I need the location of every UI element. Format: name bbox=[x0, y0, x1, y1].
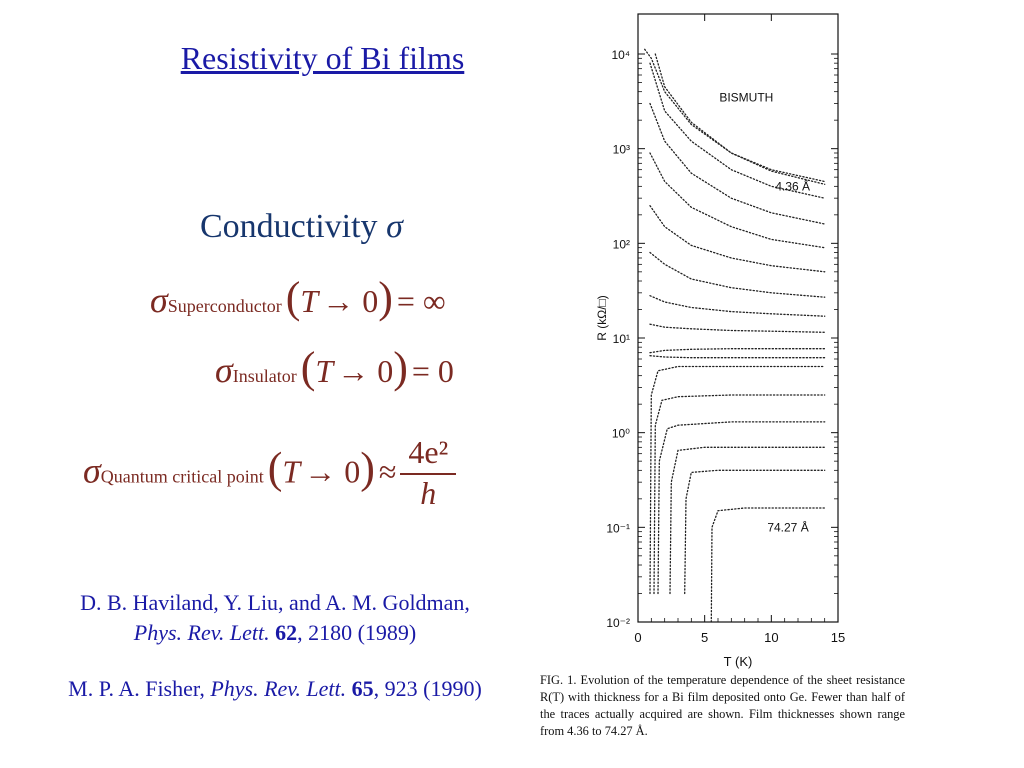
ref2-journal: Phys. Rev. Lett. bbox=[210, 676, 347, 701]
eq1-relation: = ∞ bbox=[396, 283, 446, 319]
eq2-relation: = 0 bbox=[411, 353, 454, 389]
x-tick-label: 15 bbox=[831, 630, 845, 645]
eq3-relation: ≈ bbox=[378, 453, 397, 490]
y-tick-label: 10¹ bbox=[613, 332, 630, 346]
eq2-subscript: Insulator bbox=[232, 366, 297, 386]
equation-insulator: σInsulator (T → 0) = 0 bbox=[215, 343, 454, 392]
eq3-subscript: Quantum critical point bbox=[100, 466, 264, 487]
figure-caption: FIG. 1. Evolution of the temperature dep… bbox=[540, 673, 905, 738]
trace-8 bbox=[649, 295, 826, 317]
plot-frame bbox=[637, 13, 839, 623]
y-axis-label: R (kΩ/□) bbox=[595, 295, 609, 341]
eq3-sigma: σ bbox=[83, 450, 101, 491]
trace-15 bbox=[669, 446, 826, 595]
conductivity-heading: Conductivity σ bbox=[200, 208, 403, 246]
eq1-T: T bbox=[300, 283, 319, 319]
x-axis-label: T (K) bbox=[724, 654, 753, 669]
trace-12 bbox=[649, 365, 826, 595]
eq1-subscript: Superconductor bbox=[167, 296, 282, 316]
y-tick-label: 10² bbox=[613, 237, 630, 251]
ref1-journal: Phys. Rev. Lett. bbox=[133, 620, 270, 645]
trace-11 bbox=[649, 355, 826, 359]
trace-16 bbox=[684, 469, 826, 595]
x-tick-label: 5 bbox=[701, 630, 708, 645]
trace-17 bbox=[710, 507, 826, 623]
ref2-volume: 65 bbox=[351, 676, 374, 701]
trace-13 bbox=[653, 394, 826, 595]
y-tick-label: 10⁻² bbox=[606, 616, 630, 630]
annotation-thinnest: 4.36 Å bbox=[775, 179, 810, 194]
trace-1 bbox=[644, 48, 826, 183]
y-tick-label: 10⁻¹ bbox=[606, 521, 630, 535]
eq1-arrow-zero: → 0 bbox=[322, 283, 379, 319]
chart-axes bbox=[637, 13, 839, 623]
trace-14 bbox=[657, 421, 826, 595]
trace-9 bbox=[649, 323, 826, 333]
eq2-sigma: σ bbox=[215, 350, 233, 390]
x-tick-label: 0 bbox=[634, 630, 641, 645]
eq1-sigma: σ bbox=[150, 280, 168, 320]
fraction-numerator: 4e² bbox=[400, 434, 457, 475]
annotation-thickest: 74.27 Å bbox=[767, 520, 808, 535]
x-tick-label: 10 bbox=[764, 630, 778, 645]
ref1-pages-year: , 2180 (1989) bbox=[297, 620, 417, 645]
trace-4 bbox=[649, 102, 826, 225]
chart-traces bbox=[644, 48, 826, 623]
ref1-authors: D. B. Haviland, Y. Liu, and A. M. Goldma… bbox=[80, 590, 470, 615]
fraction-denominator: h bbox=[420, 475, 437, 511]
ref2-authors: M. P. A. Fisher, bbox=[68, 676, 211, 701]
reference-haviland: D. B. Haviland, Y. Liu, and A. M. Goldma… bbox=[15, 588, 535, 648]
sigma-symbol: σ bbox=[386, 208, 403, 245]
trace-2 bbox=[654, 53, 826, 185]
eq3-arrow-zero: → 0 bbox=[304, 453, 361, 490]
chart-title: BISMUTH bbox=[719, 90, 773, 104]
trace-6 bbox=[649, 205, 826, 273]
y-tick-label: 10⁴ bbox=[611, 48, 630, 62]
conductivity-label: Conductivity bbox=[200, 208, 378, 245]
quantum-conductance-fraction: 4e² h bbox=[400, 434, 457, 512]
ref2-pages-year: , 923 (1990) bbox=[373, 676, 482, 701]
trace-5 bbox=[649, 152, 826, 249]
y-tick-label: 10⁰ bbox=[612, 427, 630, 441]
eq2-arrow-zero: → 0 bbox=[337, 353, 394, 389]
trace-10 bbox=[649, 348, 826, 354]
trace-3 bbox=[649, 62, 826, 199]
eq3-T: T bbox=[282, 453, 301, 490]
ref1-volume: 62 bbox=[275, 620, 298, 645]
ref1-citation: Phys. Rev. Lett. 62, 2180 (1989) bbox=[15, 618, 535, 648]
equation-superconductor: σSuperconductor (T → 0) = ∞ bbox=[150, 273, 446, 322]
equation-quantum-critical-point: σQuantum critical point (T → 0) ≈ 4e² h bbox=[83, 434, 457, 518]
chart-labels: 10⁻² 10⁻¹ 10⁰ 10¹ 10² 10³ 10⁴ 0 5 10 15 T (K) R (kΩ/… bbox=[595, 48, 845, 669]
reference-fisher: M. P. A. Fisher, Phys. Rev. Lett. 65, 92… bbox=[15, 676, 535, 702]
y-tick-label: 10³ bbox=[613, 143, 630, 157]
trace-7 bbox=[649, 251, 826, 298]
eq2-T: T bbox=[315, 353, 334, 389]
bismuth-resistance-chart: 10⁻² 10⁻¹ 10⁰ 10¹ 10² 10³ 10⁴ 0 5 10 15 T (K) R (kΩ/… bbox=[595, 13, 845, 669]
slide-title: Resistivity of Bi films bbox=[180, 40, 465, 76]
